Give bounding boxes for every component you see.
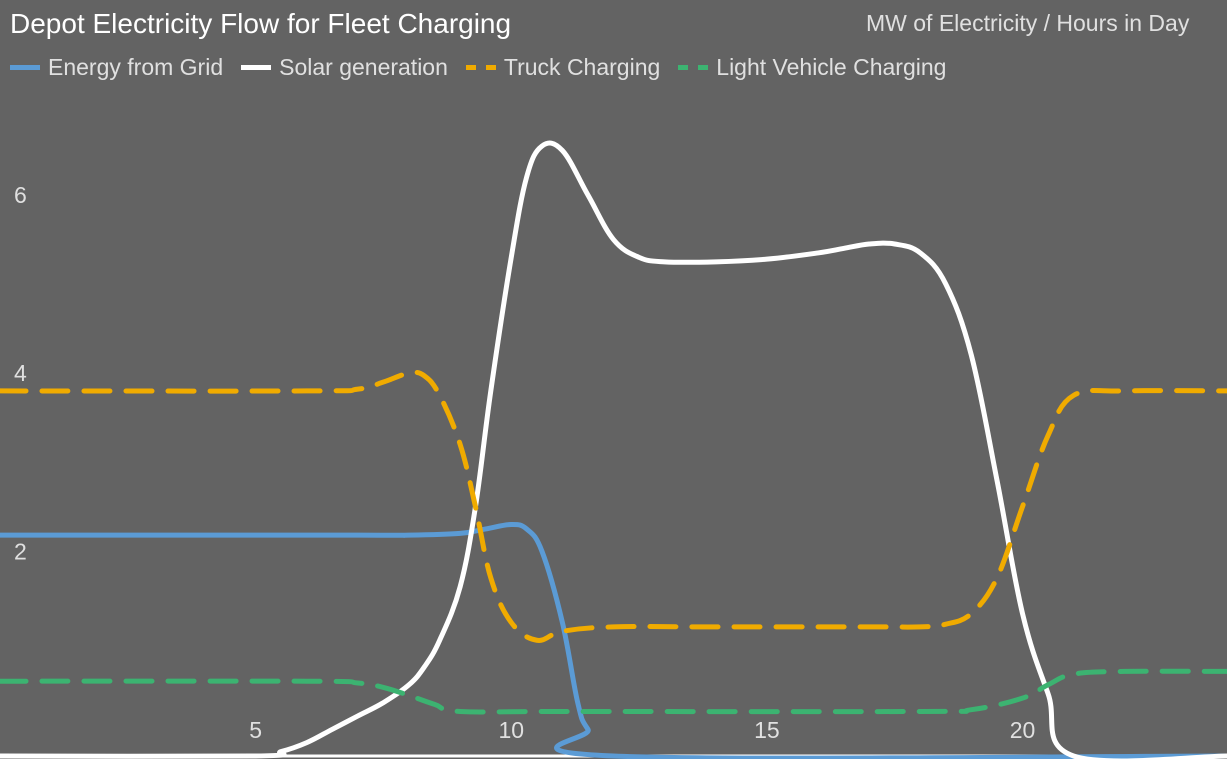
chart-title: Depot Electricity Flow for Fleet Chargin…	[10, 8, 511, 40]
legend-item: Energy from Grid	[10, 54, 223, 81]
legend-swatch	[10, 65, 40, 70]
y-tick-label: 4	[14, 360, 27, 386]
x-tick-label: 20	[1010, 717, 1036, 743]
legend-item: Truck Charging	[466, 54, 660, 81]
legend-label: Light Vehicle Charging	[716, 54, 946, 81]
y-tick-label: 6	[14, 182, 27, 208]
chart-subtitle: MW of Electricity / Hours in Day	[866, 10, 1189, 37]
legend-swatch	[678, 65, 708, 70]
legend-label: Energy from Grid	[48, 54, 223, 81]
legend-swatch	[241, 65, 271, 70]
x-tick-label: 10	[498, 717, 524, 743]
series-line	[0, 372, 1227, 640]
chart-plot: 5 10 15 20 2 4 6	[0, 0, 1227, 759]
x-tick-label: 5	[249, 717, 262, 743]
legend-swatch	[466, 65, 496, 70]
chart-root: 5 10 15 20 2 4 6 Depot Electricity Flow for Fl…	[0, 0, 1227, 759]
legend-item: Light Vehicle Charging	[678, 54, 946, 81]
chart-legend: Energy from Grid Solar generation Truck Ch…	[10, 54, 946, 81]
x-tick-label: 15	[754, 717, 780, 743]
legend-item: Solar generation	[241, 54, 448, 81]
series-line	[0, 524, 1227, 758]
y-tick-label: 2	[14, 538, 27, 564]
legend-label: Truck Charging	[504, 54, 660, 81]
legend-label: Solar generation	[279, 54, 448, 81]
